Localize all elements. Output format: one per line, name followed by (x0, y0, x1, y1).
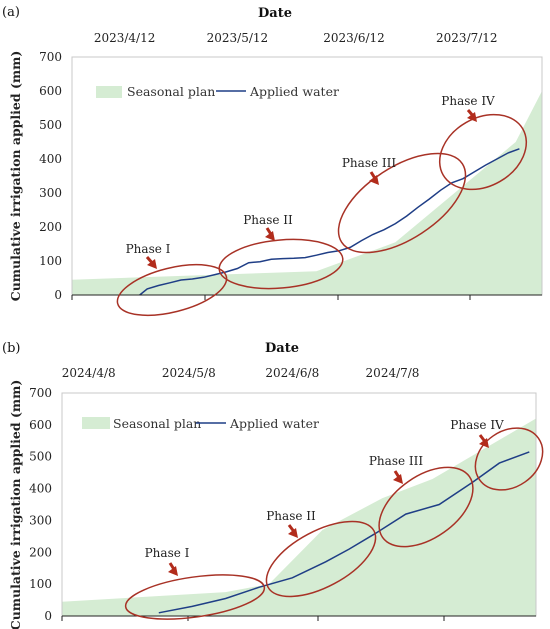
phase-iii-label: Phase III (342, 156, 397, 170)
panel-a-legend: Seasonal plan Applied water (96, 84, 339, 99)
phase-i-ellipse (116, 263, 228, 317)
panel-b-seasonal-plan-area (62, 418, 536, 616)
phase-iv-arrow-icon (466, 109, 477, 122)
panel-a-y-tick-label: 300 (39, 186, 62, 200)
phase-iii-label: Phase III (369, 454, 424, 468)
panel-a-seasonal-plan-area (72, 91, 542, 295)
panel-a-y-tick-label: 600 (39, 84, 62, 98)
phase-ii-arrow-icon (265, 227, 275, 241)
panel-a-y-axis-label: Cumulative irrigation applied (mm) (8, 51, 23, 302)
panel-a-y-tick-labels: 0 100 200 300 400 500 600 700 (39, 50, 62, 302)
phase-i-arrow-icon (168, 562, 178, 576)
phase-iv-arrow-icon (478, 434, 489, 448)
panel-b-y-tick-label: 400 (29, 482, 52, 496)
panel-a-y-tick-label: 200 (39, 220, 62, 234)
panel-a-plot (71, 56, 543, 300)
panel-a-y-tick-label: 0 (54, 288, 62, 302)
phase-iii-arrow-icon (369, 171, 379, 185)
panel-b-date-tick-label: 2024/7/8 (366, 366, 420, 380)
panel-a-phase-annotations: Phase I Phase II Phase III Phase IV (116, 94, 528, 317)
panel-b-date-tick-label: 2024/6/8 (265, 366, 319, 380)
legend-label-applied-water: Applied water (229, 416, 319, 431)
panel-b-y-tick-label: 300 (29, 513, 52, 527)
phase-iv-ellipse (438, 113, 528, 191)
panel-a-date-tick-label: 2023/7/12 (436, 31, 498, 45)
panel-b-y-tick-label: 0 (44, 609, 52, 623)
phase-iv-ellipse (474, 427, 544, 491)
phase-iii-ellipse (378, 466, 474, 548)
phase-iii-arrow-icon (393, 470, 403, 484)
panel-b: (b) Date Cumulative irrigation applied (… (2, 341, 544, 629)
phase-ii-arrow-icon (287, 524, 298, 538)
panel-b-date-tick-label: 2024/5/8 (162, 366, 216, 380)
phase-i-ellipse (124, 574, 266, 620)
phase-i-arrow-icon (145, 256, 157, 269)
phase-ii-ellipse (218, 238, 344, 290)
panel-a-y-tick-label: 700 (39, 50, 62, 64)
legend-label-seasonal-plan: Seasonal plan (113, 416, 201, 431)
phase-iii-ellipse (337, 152, 467, 254)
panel-b-y-tick-label: 100 (29, 577, 52, 591)
panel-a-date-tick-labels: 2023/4/12 2023/5/12 2023/6/12 2023/7/12 (94, 31, 498, 45)
legend-label-applied-water: Applied water (249, 84, 339, 99)
panel-b-y-tick-label: 700 (29, 386, 52, 400)
panel-b-y-tick-labels: 0 100 200 300 400 500 600 700 (29, 386, 52, 623)
panel-b-x-axis-ticks (61, 616, 445, 621)
panel-b-phase-annotations: Phase I Phase II Phase III Phase IV (124, 418, 544, 620)
panel-b-y-axis-label: Cumulative irrigation applied (mm) (8, 380, 23, 629)
phase-ii-label: Phase II (243, 213, 293, 227)
panel-b-y-tick-label: 500 (29, 450, 52, 464)
phase-i-label: Phase I (145, 546, 190, 560)
panel-b-label: (b) (2, 341, 20, 356)
phase-ii-label: Phase II (266, 509, 316, 523)
legend-swatch-seasonal-plan (96, 86, 122, 98)
panel-b-y-tick-label: 200 (29, 545, 52, 559)
panel-a-date-title: Date (258, 6, 292, 21)
panel-b-date-tick-labels: 2024/4/8 2024/5/8 2024/6/8 2024/7/8 (62, 366, 420, 380)
panel-a-label: (a) (2, 5, 20, 20)
phase-ii-ellipse (265, 520, 377, 598)
phase-iv-label: Phase IV (441, 94, 495, 108)
panel-a-date-tick-label: 2023/4/12 (94, 31, 156, 45)
panel-a-y-tick-label: 400 (39, 152, 62, 166)
panel-a-date-tick-label: 2023/5/12 (207, 31, 269, 45)
panel-a-y-tick-label: 100 (39, 254, 62, 268)
phase-iv-label: Phase IV (450, 418, 504, 432)
panel-b-legend: Seasonal plan Applied water (82, 416, 319, 431)
legend-label-seasonal-plan: Seasonal plan (127, 84, 215, 99)
panel-a-x-axis-ticks (71, 295, 471, 300)
panel-b-y-tick-label: 600 (29, 418, 52, 432)
panel-a-applied-water-line (139, 148, 520, 296)
legend-swatch-seasonal-plan (82, 417, 110, 429)
panel-b-date-tick-label: 2024/4/8 (62, 366, 116, 380)
panel-a-y-tick-label: 500 (39, 118, 62, 132)
phase-i-label: Phase I (126, 242, 171, 256)
panel-a: (a) Date Cumulative irrigation applied (… (2, 5, 543, 317)
panel-a-date-tick-label: 2023/6/12 (323, 31, 385, 45)
panel-b-date-title: Date (265, 341, 299, 356)
